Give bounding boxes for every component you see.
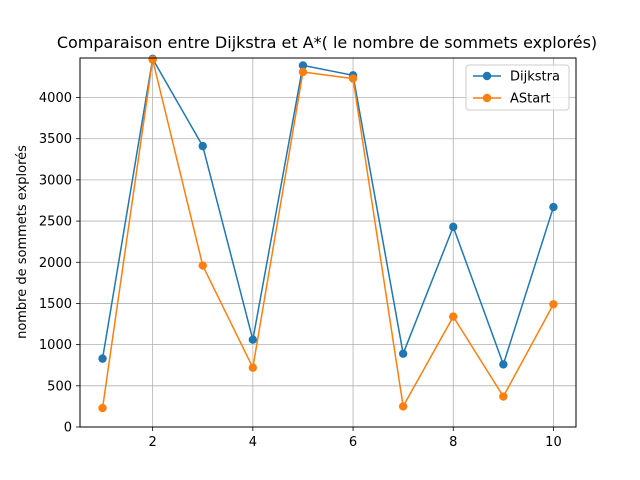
data-point-astart [298,67,308,77]
series-dijkstra [98,54,558,369]
data-point-astart [549,300,558,309]
data-point-astart [98,403,107,413]
legend-marker-dijkstra [482,71,492,81]
legend-label-dijkstra: Dijkstra [510,70,560,85]
y-tick-label: 4000 [39,91,72,106]
chart-title: Comparaison entre Dijkstra et A*( le nom… [57,33,597,52]
y-axis-label: nombre de sommets explorés [15,145,30,339]
y-tick-label: 2000 [39,256,72,271]
grid [80,58,576,428]
series-group [98,54,558,413]
data-point-dijkstra [549,202,558,212]
data-point-dijkstra [499,360,508,369]
data-point-dijkstra [98,354,107,363]
series-line-astart [101,58,555,409]
legend-label-astart: AStart [510,92,551,107]
y-tick-label: 1000 [39,338,72,353]
data-point-dijkstra [248,335,258,344]
data-point-dijkstra [449,222,458,232]
data-point-dijkstra [198,141,207,151]
data-point-astart [398,402,408,411]
series-line-dijkstra [101,58,555,366]
data-point-dijkstra [398,349,408,358]
data-point-astart [449,312,458,321]
y-tick-label: 2500 [39,215,72,230]
y-tick-label: 3000 [39,173,72,188]
data-point-astart [148,55,157,64]
data-point-astart [348,74,358,83]
x-tick-label: 2 [149,435,157,450]
data-point-astart [198,261,207,270]
y-tick-label: 3500 [39,132,72,147]
legend: Dijkstra AStart [465,64,570,111]
x-tick-label: 6 [349,435,357,450]
y-tick-label: 500 [47,379,72,394]
data-point-astart [248,363,258,372]
axis-ticks: 2 4 6 8 10 0 500 1000 1500 2000 2500 3000 3500 4000 [39,91,562,450]
plot-frame [79,57,577,428]
x-tick-label: 4 [249,435,257,450]
x-tick-label: 10 [545,435,562,450]
data-point-dijkstra [298,61,308,70]
data-point-astart [499,392,508,401]
y-tick-label: 0 [64,421,72,436]
x-tick-label: 8 [449,435,457,450]
y-tick-label: 1500 [39,297,72,312]
series-astart [98,55,558,413]
legend-marker-astart [482,93,492,103]
